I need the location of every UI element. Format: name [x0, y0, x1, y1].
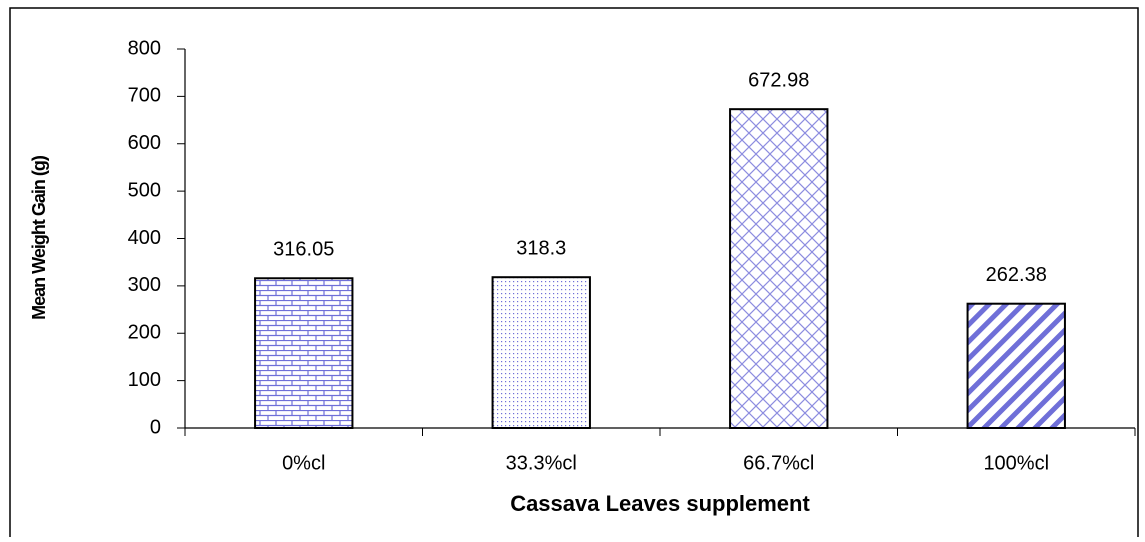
y-tick-label: 400: [128, 227, 161, 249]
x-axis-label: Cassava Leaves supplement: [510, 491, 810, 516]
data-label: 672.98: [748, 69, 809, 91]
y-tick-label: 600: [128, 132, 161, 154]
bar: [729, 108, 829, 430]
data-label: 316.05: [273, 239, 334, 261]
bar: [254, 277, 354, 429]
y-axis-label: Mean Weight Gain (g): [29, 155, 49, 320]
x-tick-label: 33.3%cl: [506, 452, 577, 474]
x-tick-label: 100%cl: [983, 452, 1049, 474]
chart-frame: [9, 7, 1139, 537]
y-tick-label: 0: [150, 416, 161, 438]
y-tick-label: 800: [128, 37, 161, 59]
x-tick-label: 66.7%cl: [743, 452, 814, 474]
y-tick-label: 700: [128, 85, 161, 107]
y-tick-label: 200: [128, 322, 161, 344]
y-tick-label: 100: [128, 369, 161, 391]
data-label: 318.3: [516, 237, 566, 259]
y-tick-label: 500: [128, 179, 161, 201]
y-tick-label: 300: [128, 274, 161, 296]
bar: [966, 302, 1066, 430]
bar: [491, 276, 591, 430]
data-label: 262.38: [986, 264, 1047, 286]
x-tick-label: 0%cl: [282, 452, 325, 474]
